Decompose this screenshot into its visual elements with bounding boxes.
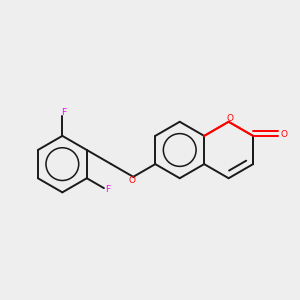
Text: O: O — [280, 130, 287, 140]
Text: O: O — [128, 176, 135, 185]
Text: O: O — [226, 114, 234, 123]
Text: F: F — [105, 185, 110, 194]
Text: F: F — [61, 108, 66, 117]
